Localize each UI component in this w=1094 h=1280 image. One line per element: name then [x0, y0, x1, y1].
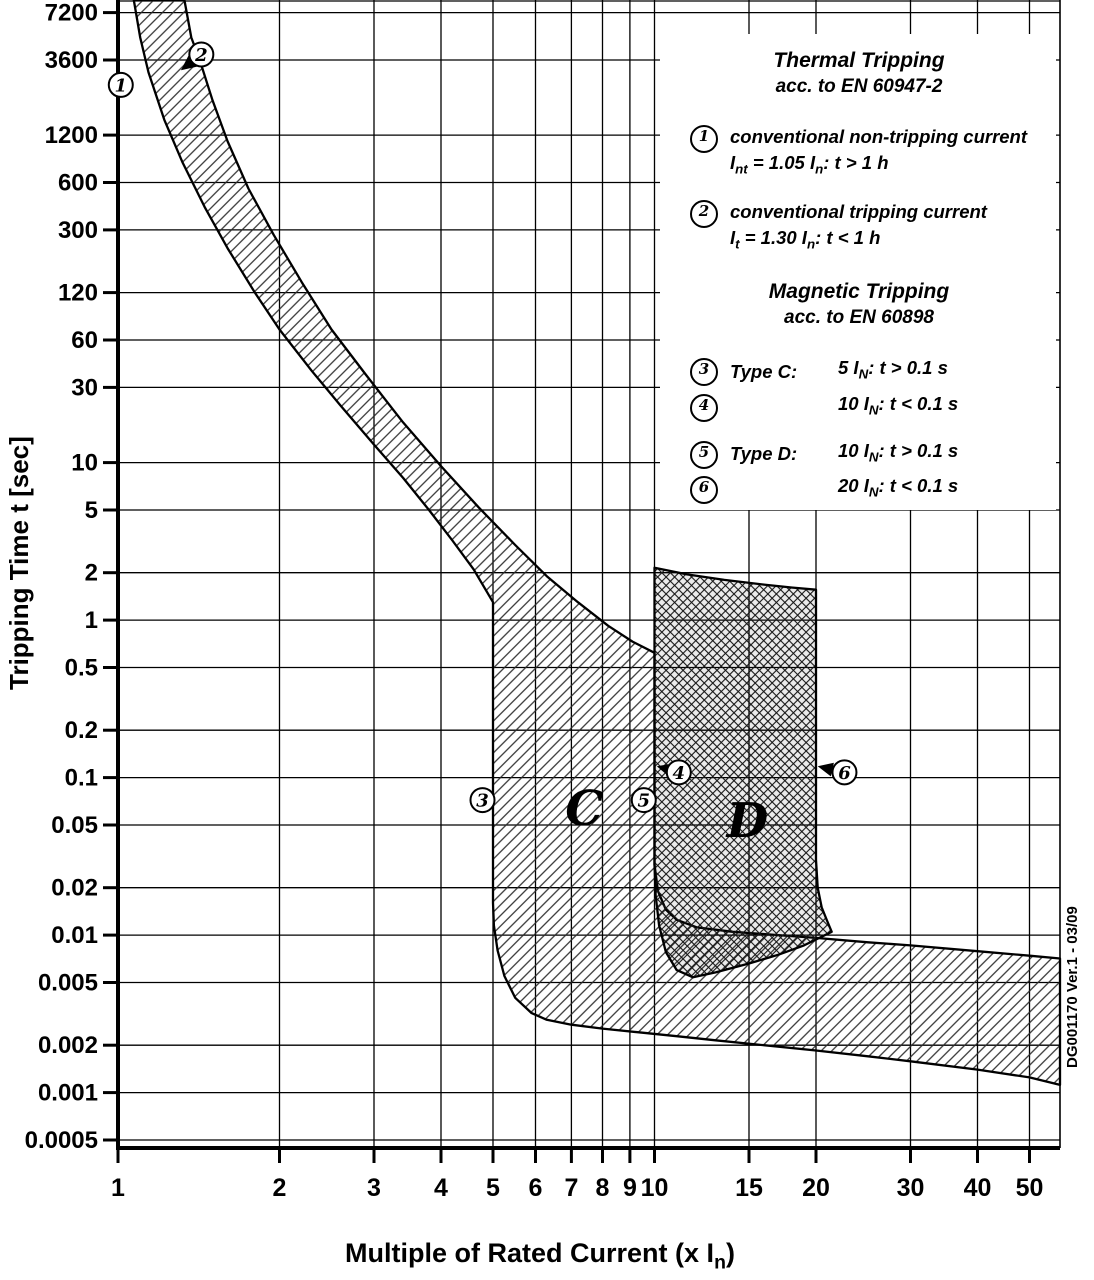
zone-label-C: C: [565, 781, 603, 837]
type-c-band-outline: [132, 0, 1062, 1087]
x-tick-label: 3: [367, 1174, 381, 1202]
callout-4-circle: [665, 759, 692, 786]
y-tick-label: 0.1: [65, 765, 98, 792]
y-tick-label: 2: [85, 560, 98, 587]
legend-item-2-desc: conventional tripping current: [730, 200, 987, 222]
y-axis-title: Tripping Time t [sec]: [4, 436, 34, 690]
legend-item-2-text: conventional tripping current It = 1.30 …: [730, 199, 987, 258]
callout-3-circle: [469, 787, 496, 814]
callout-5-digit: 5: [637, 791, 650, 812]
x-tick-label: 15: [735, 1174, 763, 1202]
x-tick-label: 10: [641, 1174, 669, 1202]
legend-item-5: 5 Type D: 10 IN: t > 0.1 s: [690, 438, 1056, 471]
callout-4-badge: 4: [690, 393, 718, 422]
y-tick-label: 0.0005: [25, 1127, 98, 1154]
callout-2-number: 2: [698, 201, 710, 220]
y-tick-label: 0.01: [51, 922, 98, 949]
x-tick-label: 6: [529, 1174, 543, 1202]
legend-item-2: 2 conventional tripping current It = 1.3…: [690, 199, 1056, 258]
y-tick-label: 0.002: [38, 1032, 98, 1059]
callout-5-number: 5: [698, 442, 710, 461]
document-id: DG001170 Ver.1 - 03/09: [1064, 906, 1081, 1068]
callout-5-badge: 5: [690, 440, 718, 469]
x-tick-label: 7: [564, 1174, 578, 1202]
callout-1-badge: 1: [690, 125, 718, 153]
y-tick-label: 10: [71, 450, 98, 477]
magnetic-tripping-title: Magnetic Tripping: [768, 280, 950, 304]
y-tick-label: 60: [71, 327, 98, 354]
x-tick-label: 1: [111, 1174, 125, 1202]
y-tick-label: 7200: [45, 0, 98, 27]
legend-item-3-formula: 5 IN: t > 0.1 s: [838, 357, 948, 383]
x-tick-label: 4: [434, 1174, 448, 1202]
legend-item-2-formula: It = 1.30 In: t < 1 h: [730, 226, 881, 252]
callout-3-number: 3: [698, 360, 710, 379]
type-c-label: Type C:: [730, 360, 798, 382]
y-tick-label: 0.005: [38, 970, 98, 997]
x-tick-label: 50: [1016, 1174, 1044, 1202]
callout-2-arrow-head: [180, 55, 198, 71]
callout-6-badge: 6: [690, 476, 718, 505]
zone-label-D: D: [725, 793, 769, 849]
callout-4-digit: 4: [673, 763, 686, 784]
y-tick-label: 0.05: [51, 812, 98, 839]
legend-backdrop: [660, 34, 1056, 510]
legend-item-1: 1 conventional non-tripping current Int …: [690, 124, 1056, 183]
callout-6-digit: 6: [838, 763, 851, 784]
callout-2-badge: 2: [690, 199, 718, 228]
callout-6-arrow-head: [817, 762, 834, 777]
y-tick-label: 300: [58, 217, 98, 244]
type-c-band-fill: [133, 0, 1061, 1085]
legend-item-4-formula: 10 IN: t < 0.1 s: [838, 393, 959, 418]
callout-1-digit: 1: [115, 75, 128, 96]
magnetic-tripping-subtitle: acc. to EN 60898: [784, 307, 934, 329]
y-tick-label: 1: [85, 607, 98, 634]
legend-item-1-desc: conventional non-tripping current: [730, 126, 1028, 147]
callout-6-circle: [831, 759, 858, 786]
legend-item-1-text: conventional non-tripping current Int = …: [730, 124, 1027, 183]
legend-item-5-formula: 10 IN: t > 0.1 s: [838, 439, 959, 465]
x-tick-label: 9: [623, 1174, 637, 1202]
thermal-tripping-title: Thermal Tripping: [773, 49, 945, 72]
x-tick-label: 30: [897, 1174, 925, 1202]
y-tick-label: 120: [58, 280, 98, 307]
y-tick-label: 30: [71, 374, 98, 401]
y-tick-label: 5: [85, 497, 98, 524]
x-axis-title: Multiple of Rated Current (x In): [345, 1238, 735, 1274]
legend-item-4: 4 10 IN: t < 0.1 s: [690, 391, 1056, 424]
thermal-tripping-subtitle: acc. to EN 60947-2: [775, 76, 943, 97]
y-tick-label: 0.02: [51, 875, 98, 902]
legend-item-6-formula: 20 IN: t < 0.1 s: [838, 475, 959, 501]
x-tick-label: 8: [596, 1174, 610, 1202]
legend-item-3: 3 Type C: 5 IN: t > 0.1 s: [690, 355, 1056, 388]
type-d-band-outline: [653, 566, 833, 979]
x-tick-label: 5: [486, 1174, 500, 1202]
type-d-band-fill: [654, 567, 832, 978]
callout-3-digit: 3: [476, 791, 489, 812]
callout-4-number: 4: [698, 395, 710, 414]
type-d-label: Type D:: [730, 443, 798, 465]
y-tick-label: 1200: [45, 122, 98, 149]
x-tick-label: 40: [964, 1174, 992, 1202]
x-tick-label: 20: [802, 1174, 830, 1202]
callout-6-number: 6: [698, 478, 710, 497]
y-tick-label: 0.5: [65, 655, 98, 682]
y-tick-label: 0.001: [38, 1080, 98, 1107]
x-tick-label: 2: [273, 1174, 287, 1202]
y-tick-label: 600: [58, 170, 98, 197]
callout-3-badge: 3: [690, 358, 718, 387]
callout-2-circle: [188, 41, 215, 68]
legend-item-6: 6 20 IN: t < 0.1 s: [690, 473, 1056, 506]
y-tick-label: 0.2: [65, 717, 98, 744]
legend-item-1-formula: Int = 1.05 In: t > 1 h: [730, 152, 889, 177]
callout-2-digit: 2: [194, 45, 208, 66]
legend: Thermal Tripping acc. to EN 60947-2 1 co…: [662, 36, 1056, 509]
callout-1-number: 1: [698, 127, 710, 145]
y-tick-label: 3600: [45, 47, 98, 74]
callout-1-circle: [107, 71, 134, 98]
callout-5-circle: [630, 787, 657, 814]
